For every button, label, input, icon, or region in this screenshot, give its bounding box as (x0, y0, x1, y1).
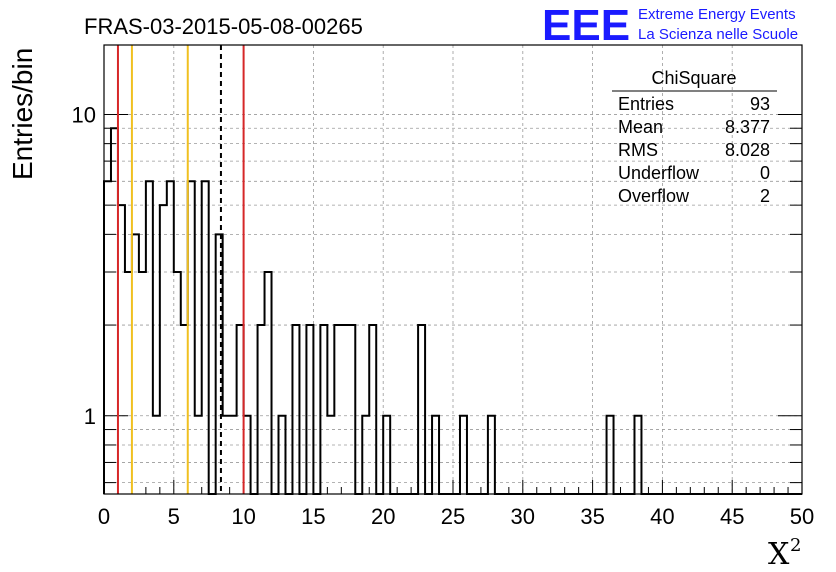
stats-row-label: Underflow (618, 163, 700, 183)
stats-row-value: 8.028 (725, 140, 770, 160)
stats-row-value: 93 (750, 94, 770, 114)
stats-row-value: 2 (760, 186, 770, 206)
eee-logo: EEE Extreme Energy Events La Scienza nel… (542, 1, 798, 50)
x-tick-label: 25 (441, 504, 465, 529)
x-axis-label-base: X (768, 537, 790, 572)
x-tick-label: 5 (168, 504, 180, 529)
x-axis-label: X 2 (768, 535, 801, 572)
stats-row-value: 0 (760, 163, 770, 183)
x-tick-label: 30 (511, 504, 535, 529)
x-tick-label: 20 (371, 504, 395, 529)
stats-row-label: Overflow (618, 186, 690, 206)
stats-row-label: Entries (618, 94, 674, 114)
y-axis-label: Entries/bin (7, 48, 38, 180)
logo-mark: EEE (542, 1, 630, 50)
x-tick-label: 0 (98, 504, 110, 529)
stats-title: ChiSquare (651, 68, 736, 88)
y-tick-label: 1 (84, 404, 96, 429)
stats-rows: Entries 93 Mean 8.377 RMS 8.028 Underflow 0 Over… (618, 94, 770, 206)
x-tick-label: 40 (650, 504, 674, 529)
stats-row-label: Mean (618, 117, 663, 137)
histogram-bars (103, 127, 802, 495)
x-tick-label: 45 (720, 504, 744, 529)
x-tick-label: 35 (580, 504, 604, 529)
stats-row-value: 8.377 (725, 117, 770, 137)
x-tick-label: 15 (301, 504, 325, 529)
logo-line1: Extreme Energy Events (638, 6, 796, 23)
x-axis-label-superscript: 2 (790, 535, 801, 556)
x-tick-label: 50 (790, 504, 814, 529)
histogram-outline (103, 127, 802, 495)
logo-line2: La Scienza nelle Scuole (638, 26, 798, 43)
y-tick-label: 10 (72, 102, 96, 127)
x-tick-label: 10 (231, 504, 255, 529)
stats-row-label: RMS (618, 140, 658, 160)
chart-title: FRAS-03-2015-05-08-00265 (84, 14, 363, 39)
plot-frame (103, 44, 803, 495)
stats-box: ChiSquare Entries 93 Mean 8.377 RMS 8.028 Unde… (612, 68, 777, 206)
reference-lines (116, 45, 245, 494)
